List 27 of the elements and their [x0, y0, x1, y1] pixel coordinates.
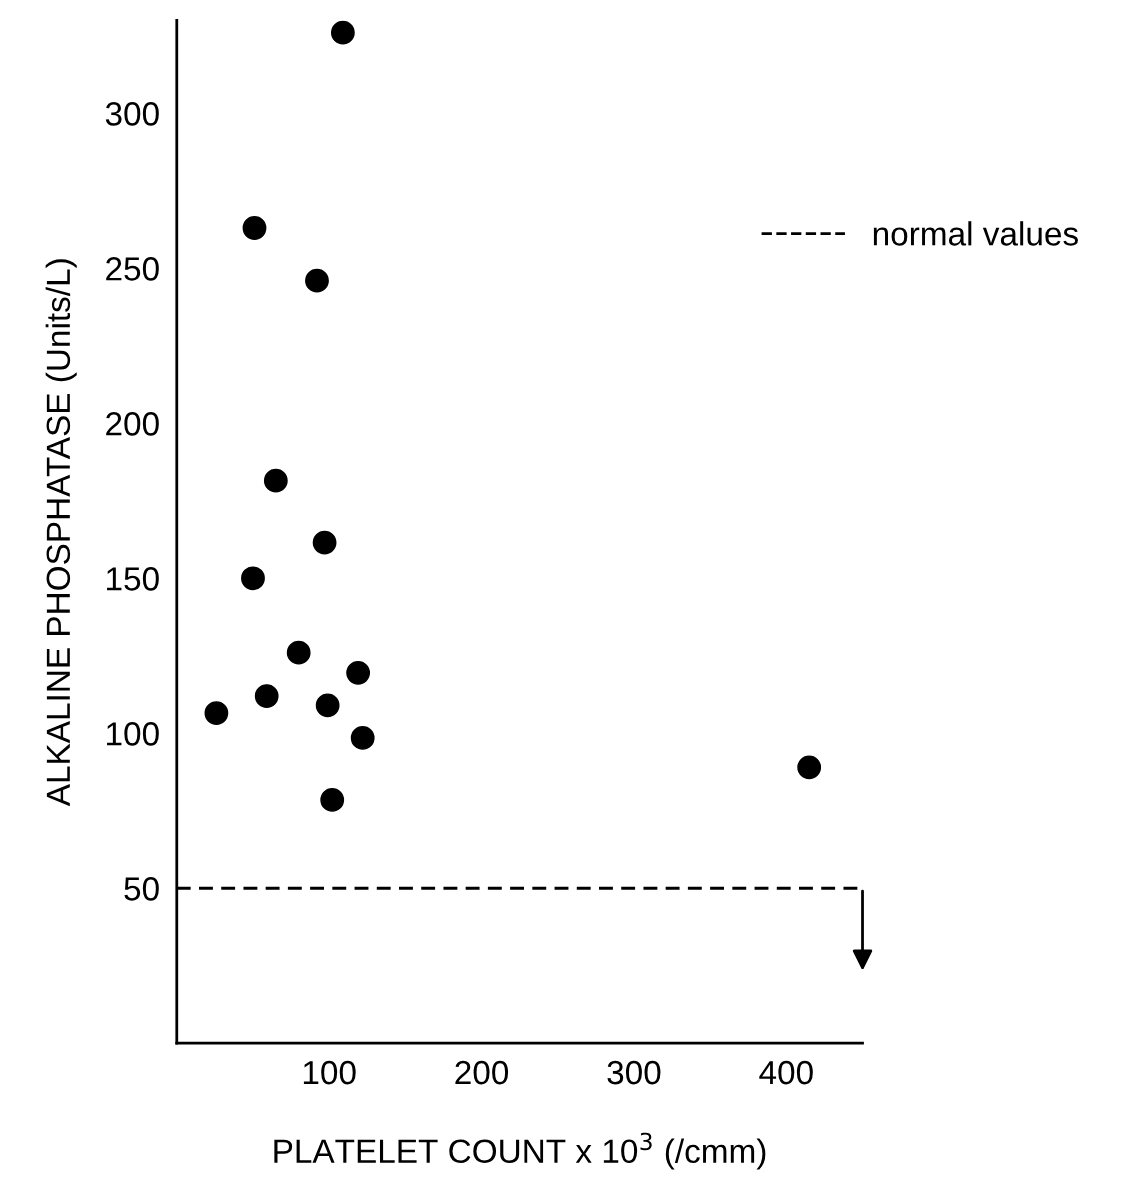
point	[350, 726, 375, 750]
point	[315, 693, 340, 718]
point	[346, 660, 371, 685]
x-tick-label: 400	[759, 1060, 813, 1085]
y-tick-label: 150	[107, 567, 159, 591]
point	[263, 468, 288, 493]
point	[305, 268, 329, 293]
x-tick-label: 300	[607, 1060, 661, 1085]
y-tick-label: 200	[106, 412, 159, 436]
point	[312, 530, 337, 555]
legend-label: normal values	[873, 221, 1078, 246]
x-axis-title: PLATELET COUNT x 10$^{3}$ (/cmm)	[274, 1132, 766, 1170]
y-tick-label: 50	[124, 877, 159, 901]
y-tick-label: 300	[105, 102, 159, 126]
x-tick-label: 100	[303, 1060, 356, 1085]
point	[204, 701, 229, 726]
point	[241, 566, 265, 591]
point	[330, 20, 355, 45]
y-tick-label: 100	[107, 722, 159, 746]
point	[797, 755, 822, 780]
y-tick-label: 250	[106, 257, 159, 281]
point	[254, 684, 279, 708]
x-tick-label: 200	[455, 1060, 509, 1085]
point	[286, 640, 311, 665]
point	[242, 216, 267, 240]
point	[320, 788, 345, 812]
y-axis-title: ALKALINE PHOSPHATASE (Units/L)	[45, 259, 77, 807]
